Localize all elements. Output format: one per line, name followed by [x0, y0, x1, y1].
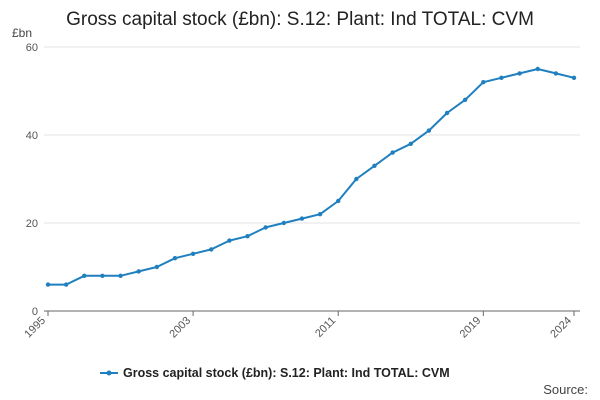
data-point-2014	[390, 150, 395, 155]
series-line	[48, 68, 575, 286]
legend-marker	[106, 370, 112, 376]
y-axis-unit: £bn	[12, 26, 32, 40]
source-label: Source:	[543, 382, 588, 397]
y-tick-label: 20	[26, 218, 38, 230]
data-point-2001	[154, 264, 160, 270]
data-point-2018	[462, 97, 468, 103]
data-point-2009	[299, 216, 305, 221]
data-point-2005	[227, 238, 232, 243]
y-axis-ticks: 0 20 40 60	[26, 42, 38, 318]
legend: Gross capital stock (£bn): S.12: Plant: …	[100, 366, 450, 380]
data-point-2019	[481, 80, 486, 85]
chart-title: Gross capital stock (£bn): S.12: Plant: …	[66, 9, 534, 30]
data-point-2011	[336, 198, 341, 204]
x-axis-ticks: 1995 2003 2011 2019 2024	[22, 311, 575, 341]
data-point-2021	[517, 71, 522, 76]
data-point-2007	[263, 225, 268, 230]
y-tick-label: 40	[26, 130, 38, 142]
data-point-2008	[281, 220, 286, 226]
x-tick-label: 2003	[167, 315, 193, 341]
x-tick-label: 2024	[548, 315, 574, 341]
legend-label: Gross capital stock (£bn): S.12: Plant: …	[123, 366, 450, 380]
x-tick-label: 1995	[22, 315, 48, 341]
x-tick-label: 2019	[458, 315, 484, 341]
data-point-1999	[118, 273, 123, 278]
data-point-2004	[209, 247, 214, 252]
data-point-2002	[172, 256, 178, 261]
data-point-2020	[499, 75, 504, 81]
data-point-2017	[444, 110, 450, 116]
data-point-2003	[190, 251, 196, 256]
x-tick-label: 2011	[313, 315, 338, 340]
data-point-2000	[136, 269, 141, 274]
data-point-2016	[426, 128, 432, 133]
data-point-2006	[245, 234, 250, 239]
y-tick-label: 60	[26, 42, 38, 54]
y-tick-label: 0	[32, 306, 38, 318]
data-point-2023	[553, 71, 559, 76]
data-point-2015	[408, 141, 413, 146]
data-point-2024	[571, 75, 577, 81]
data-point-2012	[354, 176, 359, 182]
data-point-2022	[535, 66, 540, 72]
data-point-2013	[372, 163, 377, 168]
data-point-1995	[45, 282, 51, 287]
gridlines	[44, 46, 580, 312]
data-point-1997	[82, 273, 87, 278]
data-point-1998	[100, 273, 105, 278]
series-layer	[45, 66, 577, 287]
data-point-1996	[63, 282, 69, 287]
data-point-2010	[317, 212, 323, 217]
